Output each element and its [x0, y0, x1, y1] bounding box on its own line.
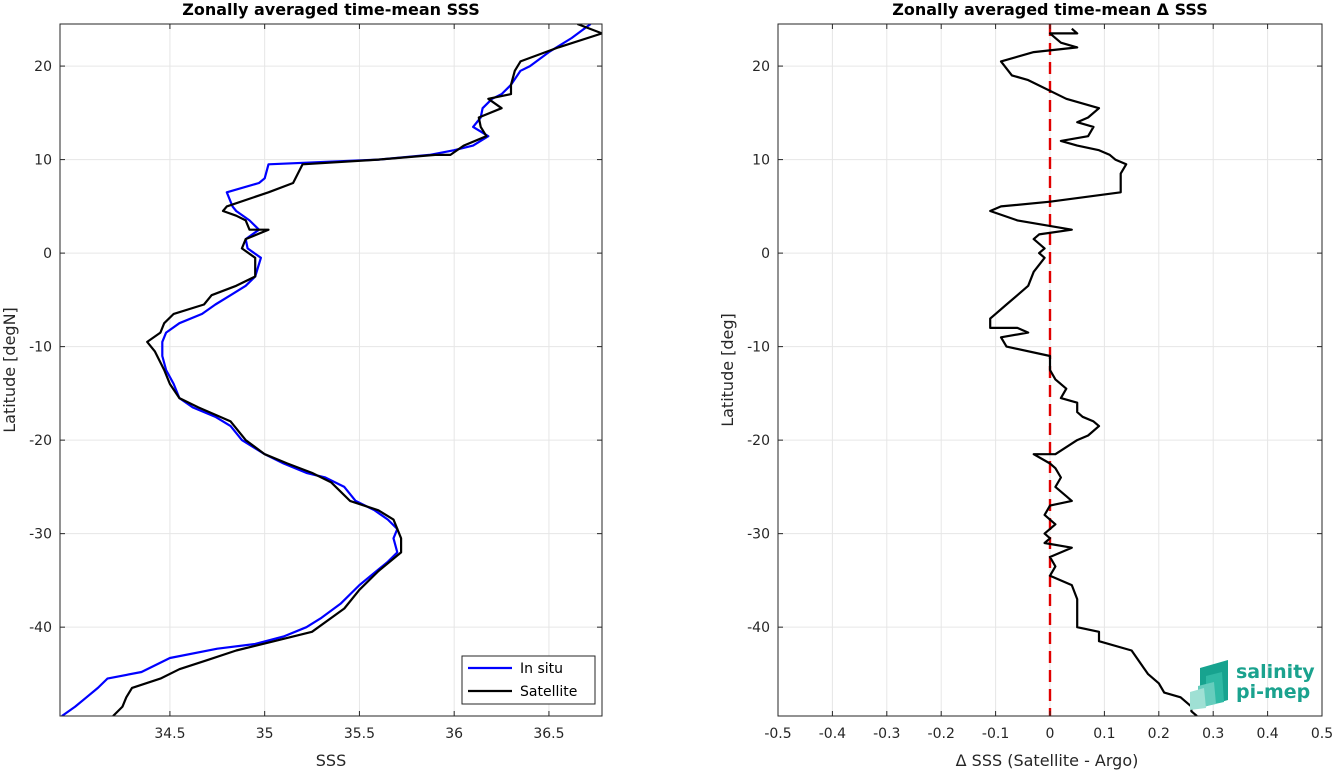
series-left	[61, 24, 602, 716]
y-tick-label-right: 0	[761, 246, 770, 262]
logo-text-pi-mep: pi-mep	[1236, 681, 1310, 703]
y-tick-label-right: 10	[752, 153, 770, 169]
y-axis-label-left: Latitude [degN]	[0, 307, 19, 433]
y-tick-label-right: -10	[747, 340, 770, 356]
sss-panel: Zonally averaged time-mean SSS 34.5 35 35.…	[0, 0, 603, 770]
y-tick-label-left: 0	[43, 246, 52, 262]
y-axis-label-right: Latitude [deg]	[718, 313, 737, 427]
x-tick-label-left: 35.5	[344, 726, 375, 742]
legend-entry-satellite: Satellite	[520, 684, 577, 700]
y-tick-label-left: -10	[29, 340, 52, 356]
legend-entry-in-situ: In situ	[520, 661, 563, 677]
wave-icon	[1190, 660, 1228, 710]
x-tick-label-left: 36.5	[533, 726, 564, 742]
y-tick-label-left: -20	[29, 433, 52, 449]
x-tick-label-right: 0.3	[1202, 726, 1224, 742]
x-axis-label-right: Δ SSS (Satellite - Argo)	[956, 751, 1139, 770]
y-tick-label-right: 20	[752, 59, 770, 75]
x-tick-label-right: 0	[1046, 726, 1055, 742]
x-tick-label-left: 36	[445, 726, 463, 742]
x-tick-label-right: -0.4	[819, 726, 846, 742]
y-tick-label-left: -40	[29, 620, 52, 636]
salinity-pi-mep-logo: salinity pi-mep	[1190, 660, 1315, 710]
legend-box	[461, 655, 596, 705]
series-line-delta-sss	[989, 27, 1198, 716]
y-tick-label-left: 20	[34, 59, 52, 75]
x-tick-label-right: 0.5	[1311, 726, 1333, 742]
y-tick-label-left: -30	[29, 527, 52, 543]
chart-title-right: Zonally averaged time-mean Δ SSS	[892, 0, 1208, 19]
x-ticks-left: 34.5 35 35.5 36 36.5	[154, 24, 565, 742]
series-right	[989, 24, 1198, 716]
delta-sss-panel: Zonally averaged time-mean Δ SSS -0.5 -0.…	[718, 0, 1333, 770]
x-ticks-right: -0.5 -0.4 -0.3 -0.2 -0.1 0 0.1 0.2 0.3 0.4 0.5	[764, 24, 1333, 742]
x-tick-label-right: 0.4	[1256, 726, 1278, 742]
y-ticks-right: 20 10 0 -10 -20 -30 -40	[747, 59, 1322, 636]
series-line-satellite	[112, 24, 602, 716]
x-tick-label-left: 35	[256, 726, 274, 742]
y-tick-label-right: -40	[747, 620, 770, 636]
logo-text-salinity: salinity	[1236, 661, 1315, 683]
chart-title-left: Zonally averaged time-mean SSS	[182, 0, 480, 19]
legend: In situ Satellite	[461, 655, 596, 705]
y-tick-label-right: -20	[747, 433, 770, 449]
x-tick-label-right: -0.2	[928, 726, 955, 742]
x-tick-label-right: -0.3	[873, 726, 900, 742]
x-tick-label-left: 34.5	[154, 726, 185, 742]
x-tick-label-right: 0.1	[1093, 726, 1115, 742]
y-tick-label-right: -30	[747, 527, 770, 543]
series-line-in-situ	[61, 24, 592, 716]
y-ticks-left: 20 10 0 -10 -20 -30 -40	[29, 59, 602, 636]
axes-frame-left	[59, 23, 603, 717]
x-axis-label-left: SSS	[316, 751, 346, 770]
x-tick-label-right: -0.1	[982, 726, 1009, 742]
x-tick-label-right: -0.5	[764, 726, 791, 742]
y-tick-label-left: 10	[34, 153, 52, 169]
x-tick-label-right: 0.2	[1148, 726, 1170, 742]
